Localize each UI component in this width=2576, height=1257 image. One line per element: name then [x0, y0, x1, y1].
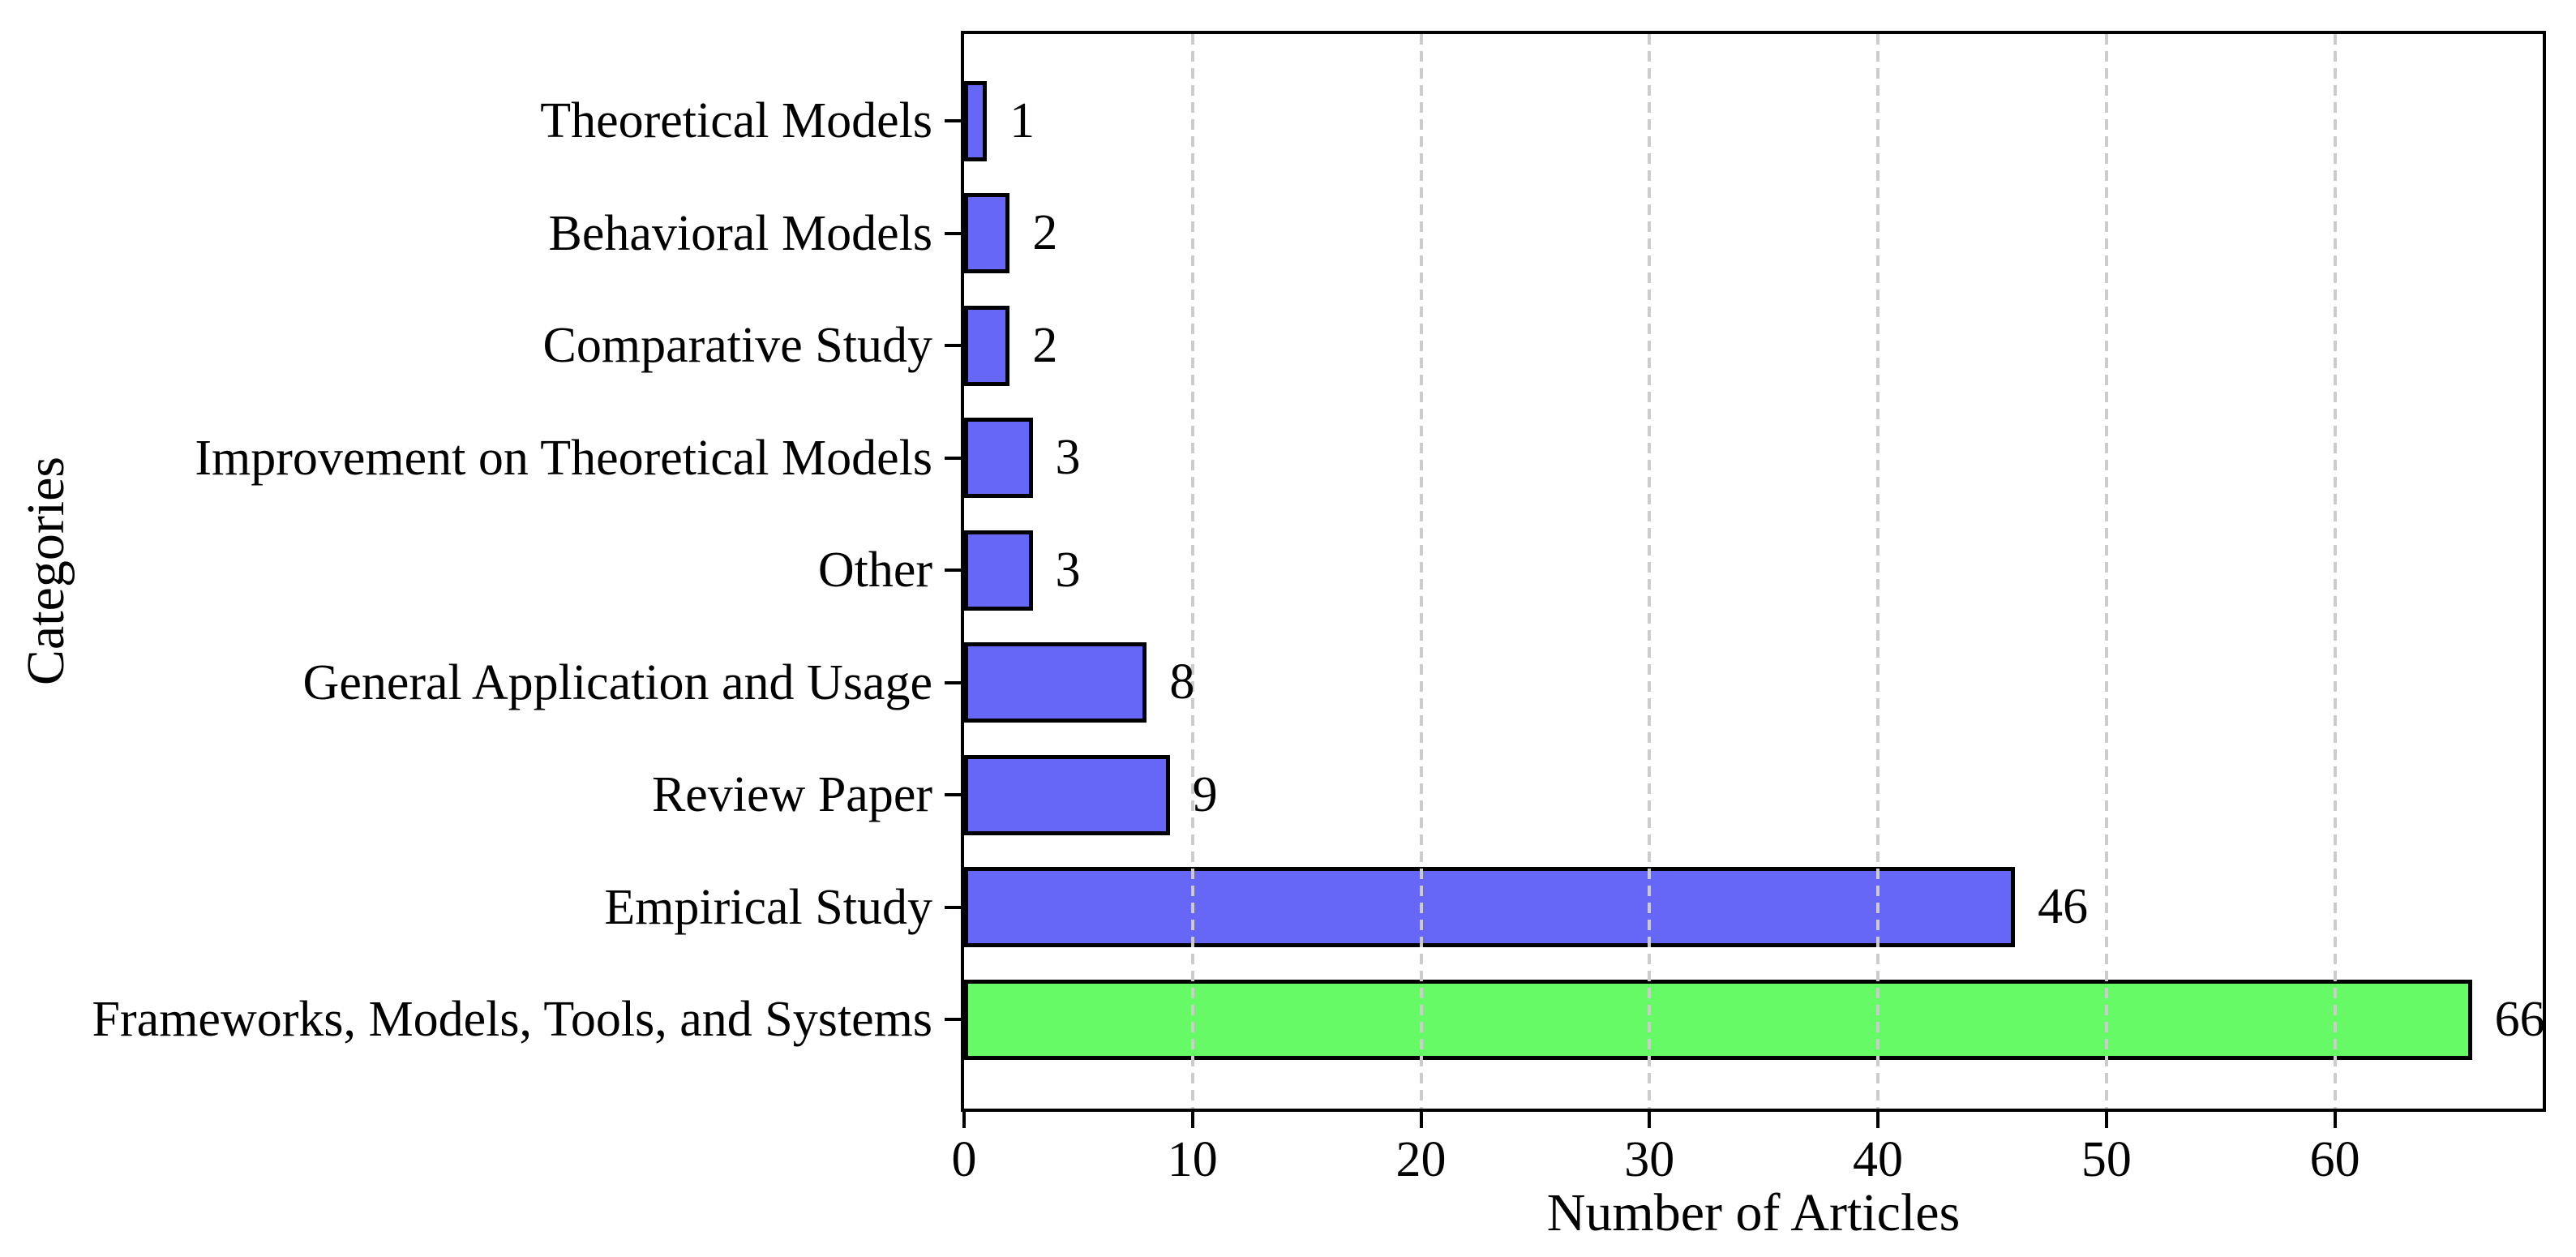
- y-tick-mark-6: [945, 793, 961, 797]
- x-tick-mark-10: [1190, 1110, 1194, 1128]
- x-tick-label-60: 60: [2309, 1132, 2360, 1187]
- bar-5: [964, 642, 1147, 723]
- y-tick-mark-4: [945, 568, 961, 573]
- y-tick-mark-5: [945, 680, 961, 684]
- bar-3: [964, 418, 1033, 499]
- bar-value-label-8: 66: [2494, 991, 2545, 1047]
- gridline-x-60: [2333, 34, 2337, 1109]
- y-tick-mark-3: [945, 456, 961, 460]
- gridline-x-30: [1648, 34, 1652, 1109]
- y-tick-label-8: Frameworks, Models, Tools, and Systems: [92, 992, 932, 1048]
- y-tick-label-5: General Application and Usage: [302, 654, 932, 710]
- y-tick-label-2: Comparative Study: [542, 318, 932, 374]
- y-tick-mark-0: [945, 119, 961, 123]
- gridline-x-10: [1190, 34, 1194, 1109]
- plot-inner: 1 2 2 3 3 8 9 46 66: [964, 34, 2545, 1109]
- bar-1: [964, 193, 1010, 274]
- gridline-x-50: [2104, 34, 2108, 1109]
- bar-2: [964, 305, 1010, 386]
- x-tick-mark-0: [962, 1110, 966, 1128]
- bar-7: [964, 867, 2016, 948]
- x-axis-title: Number of Articles: [1546, 1183, 1961, 1242]
- plot-area: 1 2 2 3 3 8 9 46 66: [961, 31, 2546, 1112]
- y-tick-mark-7: [945, 905, 961, 909]
- y-tick-mark-2: [945, 344, 961, 348]
- bar-value-label-6: 9: [1192, 766, 1218, 822]
- y-tick-label-1: Behavioral Models: [548, 205, 932, 261]
- bar-4: [964, 530, 1033, 611]
- y-tick-label-0: Theoretical Models: [540, 93, 932, 149]
- bar-value-label-5: 8: [1169, 654, 1195, 710]
- bar-value-label-7: 46: [2038, 879, 2089, 935]
- bar-8: [964, 979, 2472, 1060]
- x-tick-mark-40: [1876, 1110, 1880, 1128]
- x-tick-mark-60: [2333, 1110, 2337, 1128]
- gridline-x-40: [1876, 34, 1880, 1109]
- y-tick-mark-1: [945, 231, 961, 235]
- bar-0: [964, 80, 988, 161]
- bar-6: [964, 754, 1170, 835]
- bar-value-label-2: 2: [1032, 317, 1058, 373]
- bar-value-label-4: 3: [1055, 542, 1081, 598]
- y-tick-label-4: Other: [817, 543, 932, 598]
- x-tick-label-0: 0: [951, 1132, 977, 1187]
- x-tick-label-10: 10: [1167, 1132, 1218, 1187]
- x-tick-label-50: 50: [2081, 1132, 2132, 1187]
- y-tick-label-6: Review Paper: [651, 767, 932, 823]
- x-tick-mark-20: [1419, 1110, 1423, 1128]
- bar-value-label-3: 3: [1055, 430, 1081, 486]
- x-tick-mark-30: [1648, 1110, 1652, 1128]
- x-tick-mark-50: [2104, 1110, 2108, 1128]
- y-tick-label-3: Improvement on Theoretical Models: [195, 430, 932, 486]
- x-tick-label-30: 30: [1624, 1132, 1675, 1187]
- bar-value-label-0: 1: [1009, 92, 1035, 148]
- x-tick-label-20: 20: [1395, 1132, 1447, 1187]
- y-tick-label-7: Empirical Study: [604, 879, 932, 935]
- bar-value-label-1: 2: [1032, 205, 1058, 261]
- gridline-x-20: [1419, 34, 1423, 1109]
- x-tick-label-40: 40: [1853, 1132, 1904, 1187]
- y-tick-mark-8: [945, 1018, 961, 1022]
